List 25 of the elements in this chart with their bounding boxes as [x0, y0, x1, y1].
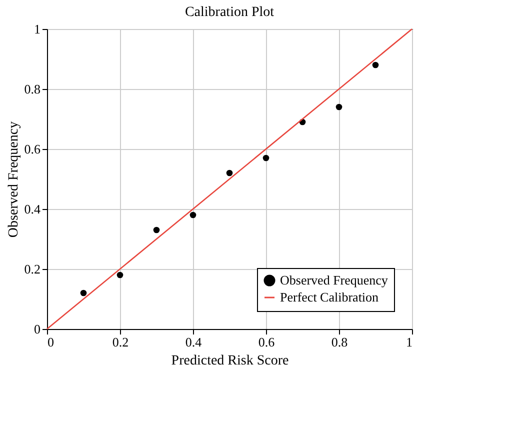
- point: [336, 104, 342, 110]
- x-tick-label: 0.2: [112, 334, 129, 350]
- legend-label: Observed Frequency: [280, 272, 388, 288]
- x-tick-label: 0.4: [185, 334, 202, 350]
- x-axis-title: Predicted Risk Score: [171, 354, 289, 368]
- point: [80, 290, 87, 296]
- point: [372, 62, 379, 68]
- y-tick-label: 0.2: [24, 262, 40, 276]
- y-axis-title: Observed Frequency: [6, 121, 22, 238]
- y-tick-label: 0.6: [24, 142, 41, 156]
- legend-label: Perfect Calibration: [280, 290, 380, 304]
- y-tick-label: 0: [34, 322, 40, 336]
- point: [262, 154, 270, 162]
- point: [190, 212, 196, 218]
- x-tick-label: 0.8: [331, 334, 348, 350]
- y-tick-label: 0.4: [24, 202, 41, 216]
- x-tick-label: 0: [48, 334, 54, 350]
- y-tick-label: 0.8: [24, 82, 40, 96]
- point: [153, 226, 160, 234]
- point: [116, 272, 124, 278]
- y-tick-label: 1: [34, 22, 40, 36]
- chart-title: Calibration Plot: [184, 5, 274, 20]
- x-tick-label: 0.6: [258, 334, 276, 350]
- point: [226, 170, 233, 176]
- x-tick-label: 1: [406, 334, 412, 350]
